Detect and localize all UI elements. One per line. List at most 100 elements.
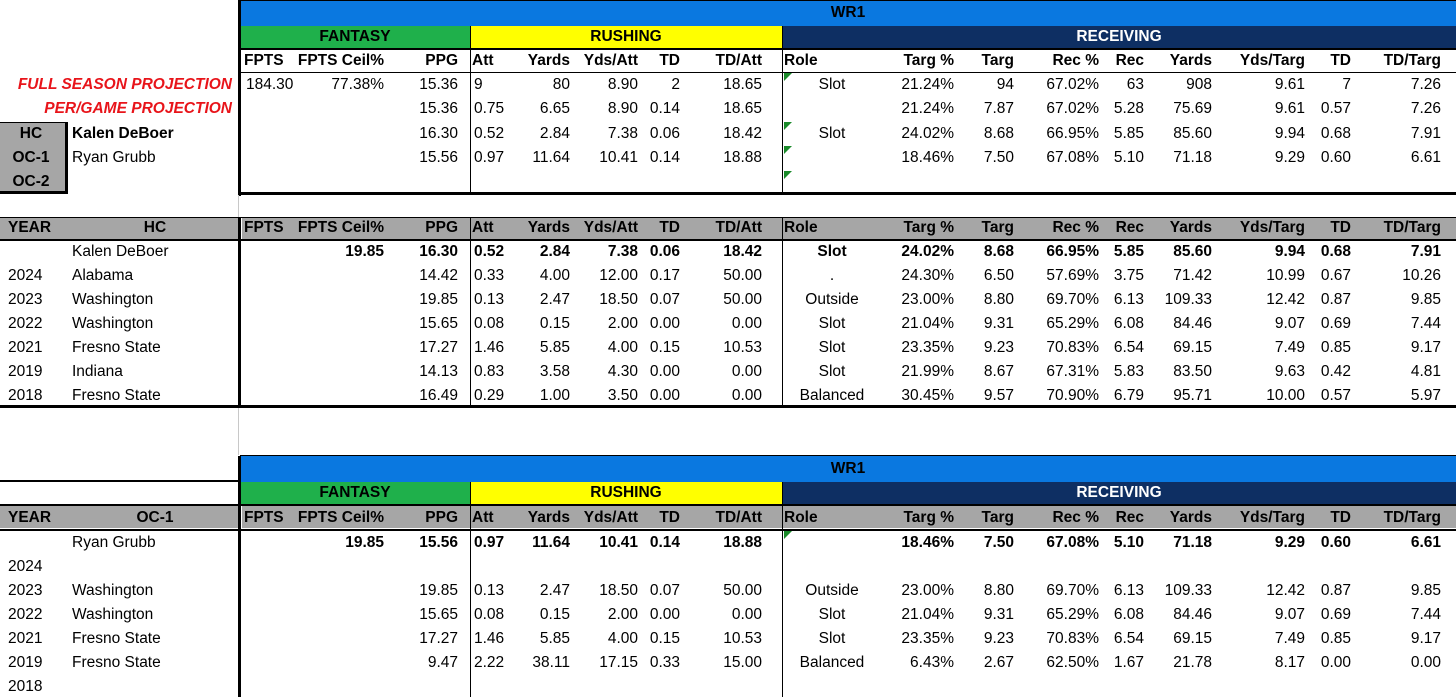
oc-row-2-cell: 0.00	[731, 606, 762, 623]
top-header: Role	[784, 52, 818, 69]
hc-row-0-cell	[290, 264, 392, 288]
top-row-2-cell: 85.60	[1173, 125, 1212, 142]
grid-line	[0, 217, 1456, 218]
hc-header: TD	[1330, 219, 1351, 236]
top-row-0-cell: 9.61	[1274, 76, 1305, 93]
oc-row-0-cell	[1107, 555, 1152, 579]
oc-row-4-cell: 38.11	[532, 654, 570, 671]
hc-row-0-cell: 57.69%	[1046, 267, 1099, 284]
hc-row-0-cell: .	[829, 267, 835, 284]
hc-row-2-cell: 7.44	[1410, 315, 1441, 332]
hc-row-4-cell: 67.31%	[1046, 363, 1099, 380]
oc-header: Targ %	[903, 509, 954, 526]
hc-row-1-cell: 0.13	[474, 291, 505, 308]
top-row-0-cell: 67.02%	[1046, 76, 1099, 93]
top-row-2-cell: 18.42	[723, 125, 762, 142]
oc-row-4-cell: 8.17	[1274, 654, 1305, 671]
top-header: Rec	[1115, 52, 1144, 69]
hc-row-1-cell: Outside	[805, 291, 859, 308]
hc-row-1-cell: 19.85	[419, 291, 458, 308]
top-row-1-cell: 18.65	[723, 100, 762, 117]
oc-year: 2018	[8, 678, 43, 695]
oc-row-3-cell: 6.54	[1113, 630, 1144, 647]
top-row-0-cell: 7.26	[1410, 76, 1441, 93]
oc-row-5-cell	[882, 675, 962, 699]
top-header: TD/Targ	[1383, 52, 1441, 69]
hc-row-4-cell: 14.13	[419, 363, 458, 380]
hc-team: Indiana	[72, 363, 123, 380]
grid-line	[782, 26, 783, 194]
oc-row-0-cell	[242, 555, 290, 579]
oc-row-3-cell: 10.53	[723, 630, 762, 647]
hc-summary-cell: Slot	[817, 243, 847, 260]
oc-row-0-cell	[392, 555, 466, 579]
top-row-0-cell: 94	[996, 76, 1014, 93]
hc-summary-cell: 2.84	[539, 243, 570, 260]
oc-team: Washington	[72, 582, 154, 599]
hc-row-3-cell: 23.35%	[901, 339, 954, 356]
top-row-2-cell: 8.68	[983, 125, 1014, 142]
hc-row-5-cell: 70.90%	[1046, 387, 1099, 404]
grid-line	[238, 218, 241, 408]
top-row-2-cell: 2.84	[539, 125, 570, 142]
wr-band-top: WR1	[240, 0, 1456, 26]
hc-row-2-cell: 9.07	[1274, 315, 1305, 332]
hc-row-2-cell: Slot	[818, 315, 846, 332]
oc-row-3-cell: 0.85	[1320, 630, 1351, 647]
oc-row-4-cell: 15.00	[723, 654, 762, 671]
oc-row-0-cell	[882, 555, 962, 579]
hc-summary-cell: 0.68	[1320, 243, 1351, 260]
hc-row-0-cell: 0.67	[1320, 267, 1351, 284]
top-row-1-cell	[242, 97, 290, 121]
top-row-0-cell: 184.30	[246, 76, 294, 93]
grid-line	[0, 529, 1456, 531]
hc-row-5-cell: 0.00	[731, 387, 762, 404]
hc-row-5-cell: 3.50	[607, 387, 638, 404]
top-header: TD	[659, 52, 680, 69]
oc-team: Washington	[72, 606, 154, 623]
oc-team	[72, 555, 232, 579]
top-row-1-cell: 6.65	[539, 100, 570, 117]
top-row-1-cell: 0.75	[474, 100, 505, 117]
top-header: Targ	[981, 52, 1014, 69]
oc-year-label: YEAR	[8, 509, 52, 526]
hc-header: FPTS	[244, 219, 284, 236]
oc-row-0-cell	[646, 555, 688, 579]
oc-row-4-cell: Balanced	[799, 654, 865, 671]
hc-row-3-cell: 5.85	[539, 339, 570, 356]
oc-summary-cell: 71.18	[1173, 534, 1212, 551]
grid-line	[238, 0, 241, 196]
hc-header: Targ %	[903, 219, 954, 236]
oc-row-2-cell: 6.08	[1113, 606, 1144, 623]
oc-row-3-cell: 9.17	[1410, 630, 1441, 647]
top-row-2-cell: 24.02%	[901, 125, 954, 142]
oc-row-1-cell: 109.33	[1164, 582, 1212, 599]
hc-row-5-cell: 0.57	[1320, 387, 1351, 404]
oc-summary-cell: 18.46%	[901, 534, 954, 551]
top-row-2-cell: 66.95%	[1046, 125, 1099, 142]
hc-summary-cell: 66.95%	[1046, 243, 1099, 260]
hc-row-2-cell	[290, 312, 392, 336]
oc-row-1-cell: 6.13	[1113, 582, 1144, 599]
oc-row-5-cell	[688, 675, 770, 699]
coach-label: OC-1	[12, 149, 50, 166]
oc-header: Rec	[1115, 509, 1144, 526]
oc-row-1-cell: 2.47	[539, 582, 570, 599]
hc-team: Alabama	[72, 267, 134, 284]
coach-label-box	[0, 122, 68, 194]
oc-summary-cell: 0.60	[1320, 534, 1351, 551]
oc-row-2-cell: 21.04%	[901, 606, 954, 623]
oc-row-2-cell: 65.29%	[1046, 606, 1099, 623]
wr-band-oc: WR1	[240, 456, 1456, 482]
oc-header: FPTS	[244, 509, 284, 526]
rushing-band-top: RUSHING	[470, 26, 782, 48]
top-row-3-cell: 15.56	[419, 149, 458, 166]
oc-summary-cell	[242, 531, 290, 555]
hc-summary-cell	[242, 240, 290, 264]
hc-row-3-cell: 0.85	[1320, 339, 1351, 356]
oc-row-5-cell	[1313, 675, 1359, 699]
oc-summary-cell: 11.64	[532, 534, 570, 551]
oc-row-4-cell	[242, 651, 290, 675]
top-row-2-cell	[290, 122, 392, 146]
hc-row-1-cell: 9.85	[1410, 291, 1441, 308]
